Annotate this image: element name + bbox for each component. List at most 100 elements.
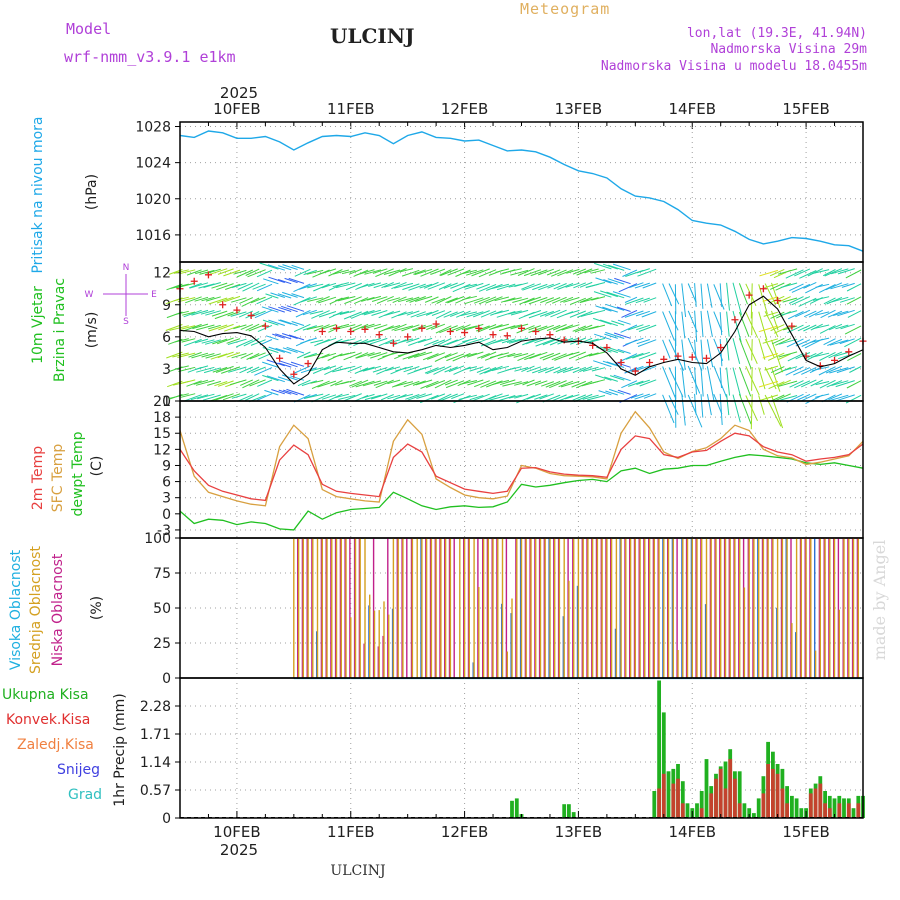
total-precip-bar-37	[799, 808, 804, 818]
cloud-ylabel: Visoka Oblacnost Srednja Oblacnost Niska…	[8, 546, 105, 674]
wind-barb-65	[208, 324, 221, 330]
wind-barb-684	[604, 333, 618, 339]
wind-ytick-label-2: 6	[162, 330, 171, 346]
convective-precip-bar-7	[714, 778, 718, 818]
wind-barb-344	[385, 339, 401, 345]
wind-barb-108	[231, 282, 247, 289]
bottom-date-axis: 2025 10FEB 11FEB 12FEB 13FEB 14FEB 15FEB	[207, 811, 836, 859]
wind-barb-531	[502, 381, 522, 387]
wind-barb-586	[539, 310, 554, 317]
wind-barb-288	[345, 282, 362, 291]
wind-barb-798	[719, 312, 723, 336]
wind-barb-896	[795, 309, 811, 318]
wind-barb-76	[211, 310, 228, 317]
wind-barb-929	[811, 269, 830, 275]
wind-barb-186	[281, 305, 298, 313]
wind-barb-854	[771, 337, 785, 345]
wind-barb-632	[572, 366, 586, 374]
wind-barb-184	[282, 333, 298, 339]
wind-gust-marker-12	[347, 328, 355, 335]
wind-barb-383	[407, 351, 426, 359]
wind-barb-545	[510, 323, 529, 330]
wind-barb-235	[313, 324, 330, 332]
wind-barb-83	[217, 351, 234, 359]
dewpoint-line	[179, 454, 864, 531]
precip-ytick-label-0: 0	[162, 811, 171, 827]
wind-barb-150	[264, 389, 279, 396]
t2m-line	[179, 432, 864, 502]
wind-barb-660	[586, 395, 606, 401]
wind-barb-305	[361, 323, 375, 329]
wind-ylabel-subtitle: Brzina i Pravac	[52, 278, 68, 382]
wind-ylabel: 10m Vjetar Brzina i Pravac (m/s)	[30, 278, 100, 382]
wind-gust-marker-10	[318, 328, 326, 335]
wind-barb-723	[625, 352, 644, 360]
wind-barb-453	[452, 352, 471, 362]
wind-barb-961	[835, 380, 855, 388]
wind-barb-564	[525, 338, 542, 345]
wind-barb-416	[431, 310, 446, 316]
wind-barb-180	[283, 389, 298, 396]
wind-barb-695	[611, 320, 625, 326]
wind-barb-625	[561, 324, 580, 331]
wind-barb-532	[506, 366, 522, 371]
wind-barb-969	[837, 268, 855, 275]
wind-barb-783	[700, 310, 704, 338]
wind-barb-372	[403, 366, 420, 373]
wind-barb-461	[459, 380, 478, 385]
wind-barb-874	[778, 338, 798, 345]
wind-barb-542	[514, 367, 529, 372]
wind-barb-481	[474, 380, 490, 388]
wind-barb-709	[612, 263, 631, 271]
wind-barb-374	[406, 337, 420, 343]
wind-gust-marker-11	[333, 324, 341, 332]
wind-barb-203	[296, 351, 311, 359]
wind-barb-562	[526, 366, 542, 373]
wind-barb-393	[414, 351, 433, 358]
wind-barb-236	[311, 310, 330, 319]
wind-barb-361	[394, 381, 414, 387]
wind-barb-326	[371, 310, 388, 316]
wind-barb-606	[550, 309, 567, 318]
wind-barb-648	[579, 281, 593, 288]
wind-barb-206	[295, 309, 311, 318]
wind-barb-959	[830, 268, 849, 275]
wind-barb-296	[351, 310, 369, 319]
total-precip-bar-26	[747, 808, 752, 818]
temp-ytick-label-3: 6	[162, 475, 171, 491]
wind-barb-608	[553, 283, 567, 290]
wind-barb-952	[829, 367, 849, 374]
wind-barb-364	[398, 338, 414, 344]
wind-barb-665	[588, 324, 606, 330]
wind-barb-375	[401, 324, 420, 332]
wind-barb-791	[713, 365, 728, 398]
wind-gust-marker-6	[261, 322, 269, 330]
pressure-ytick-label-1: 1020	[135, 192, 171, 208]
wind-barb-753	[662, 311, 675, 341]
wind-barb-434	[440, 339, 458, 348]
wind-gust-marker-35	[674, 352, 682, 360]
convective-precip-bar-13	[761, 793, 766, 818]
wind-barb-574	[534, 337, 548, 344]
wind-barb-809	[732, 282, 742, 316]
wind-barb-433	[444, 352, 458, 359]
wind-barb-430	[439, 393, 458, 402]
wind-barb-420	[437, 393, 452, 401]
wind-barb-224	[310, 339, 324, 344]
convective-precip-bar-6	[709, 793, 714, 818]
wind-barb-38	[189, 282, 202, 289]
wind-barb-449	[447, 268, 465, 276]
wind-gust-marker-13	[361, 325, 369, 333]
wind-barb-678	[595, 277, 612, 284]
wind-barb-194	[288, 334, 305, 341]
wind-gust-marker-46	[831, 356, 839, 364]
wind-barb-965	[840, 323, 855, 330]
wind-barb-113	[240, 352, 254, 359]
wind-barb-686	[602, 306, 618, 313]
wind-barb-870	[780, 395, 798, 401]
convective-precip-bar-19	[808, 793, 813, 818]
wind-gust-marker-41	[759, 285, 767, 293]
wind-barb-341	[387, 379, 401, 385]
wind-barb-480	[472, 393, 490, 402]
convective-precip-bar-14	[766, 764, 770, 818]
